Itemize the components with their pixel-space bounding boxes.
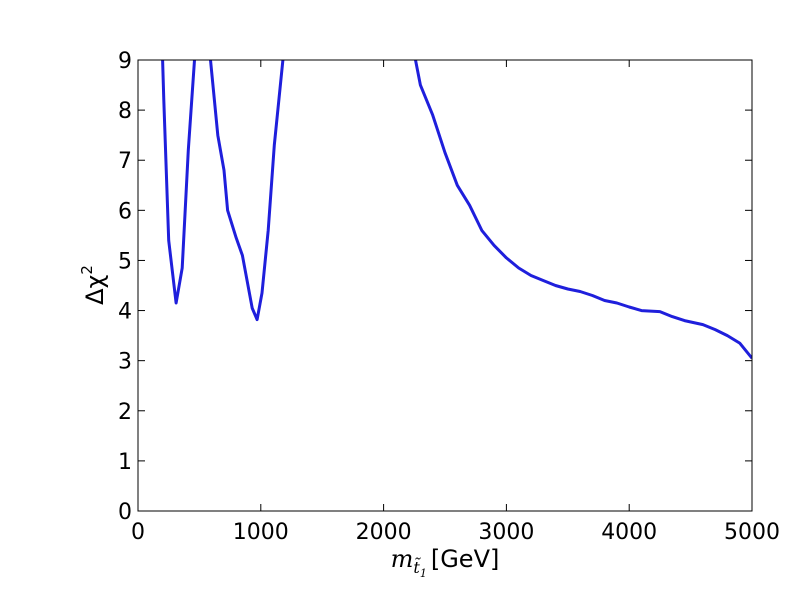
y-tick-label: 5 <box>118 249 132 274</box>
y-tick-label: 0 <box>118 500 132 525</box>
y-axis-label-superscript: 2 <box>78 265 96 275</box>
x-axis-label: mt̃1 [GeV] <box>391 545 500 580</box>
x-tick-label: 4000 <box>601 520 657 545</box>
x-tick-label: 0 <box>131 520 145 545</box>
series-line-segment-1 <box>161 60 196 305</box>
plot-layer <box>161 60 752 360</box>
ticks-layer: 0 1000 2000 3000 4000 5000 0 1 2 3 4 5 6 7 8 9 <box>118 49 780 545</box>
plot-frame <box>137 59 753 512</box>
y-tick-label: 2 <box>118 400 132 425</box>
series-line-segment-2 <box>209 60 285 322</box>
y-tick-label: 8 <box>118 99 132 124</box>
x-axis-label-subsubscript: 1 <box>420 567 427 580</box>
x-axis-label-unit: [GeV] <box>431 545 500 573</box>
x-tick-label: 1000 <box>233 520 289 545</box>
y-axis-label-symbol: Δχ <box>81 274 109 304</box>
y-tick-label: 7 <box>118 149 132 174</box>
x-tick-label: 5000 <box>724 520 780 545</box>
y-axis-label: Δχ2 <box>78 265 109 305</box>
y-tick-label: 3 <box>118 350 132 375</box>
y-tick-label: 4 <box>118 300 132 325</box>
x-tick-label: 2000 <box>356 520 412 545</box>
y-tick-label: 6 <box>118 199 132 224</box>
x-tick-label: 3000 <box>478 520 534 545</box>
y-tick-label: 9 <box>118 49 132 74</box>
x-axis-label-symbol: m <box>391 545 414 573</box>
x-axis-label-subscript: t̃ <box>413 557 421 577</box>
y-tick-label: 1 <box>118 450 132 475</box>
series-line-segment-3 <box>414 60 752 360</box>
